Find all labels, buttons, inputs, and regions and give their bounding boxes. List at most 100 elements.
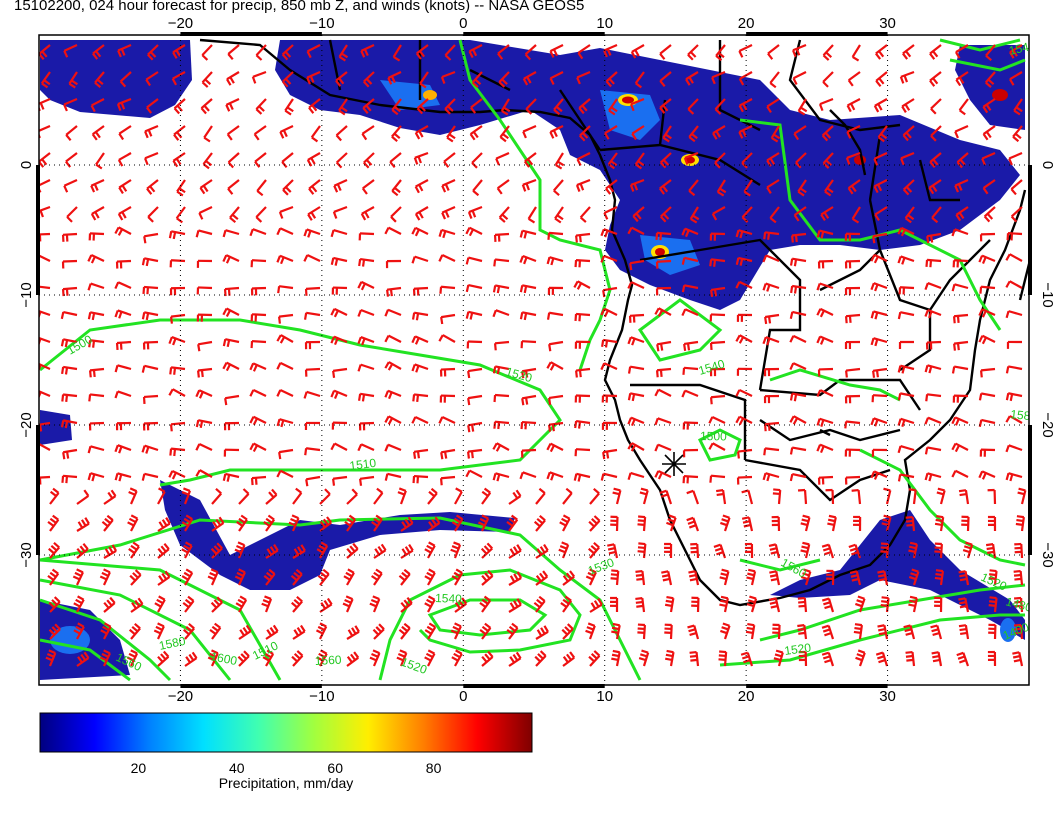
wind-barb — [362, 98, 375, 115]
lat-tick-label-left: −30 — [18, 542, 35, 567]
wind-barb — [930, 125, 942, 142]
wind-barb — [897, 445, 915, 454]
wind-barb — [789, 392, 807, 402]
wind-barb — [635, 597, 646, 613]
wind-barb — [48, 623, 61, 640]
lon-tick-label-bottom: 30 — [879, 688, 896, 705]
wind-barb — [128, 541, 140, 559]
wind-barb — [76, 489, 90, 505]
frame-tick-left — [36, 165, 40, 295]
precip-peak-3-center — [655, 248, 665, 256]
wind-barb — [768, 543, 781, 559]
wind-barb — [424, 622, 437, 640]
wind-barb — [412, 474, 429, 484]
wind-barb — [520, 420, 537, 430]
wind-barb — [735, 415, 753, 426]
wind-barb — [683, 340, 699, 352]
wind-barb — [508, 651, 522, 667]
wind-barb — [924, 308, 942, 319]
wind-barb — [198, 206, 213, 220]
wind-barb — [897, 392, 915, 401]
wind-barb — [440, 313, 456, 325]
colorbar-tick-label: 80 — [426, 760, 442, 776]
wind-barb — [816, 307, 834, 318]
wind-barb — [88, 339, 105, 348]
wind-barb — [332, 475, 348, 486]
wind-barb — [1005, 280, 1023, 289]
wind-barb — [100, 622, 112, 640]
wind-barb — [549, 71, 564, 86]
wind-barb — [338, 44, 349, 62]
wind-barb — [611, 649, 621, 667]
wind-barb — [660, 206, 672, 223]
plot-title: 15102200, 024 hour forecast for precip, … — [14, 0, 585, 14]
wind-barb — [954, 44, 969, 59]
wind-barb — [688, 179, 699, 197]
wind-barb — [715, 44, 726, 62]
wind-barb — [1005, 253, 1023, 262]
wind-barb — [201, 71, 213, 88]
axis-labels: −20 −20 −10 −10 0 0 10 10 20 20 30 30 0 0 −10 −10 −20 −20… — [18, 15, 1056, 705]
wind-barb — [222, 472, 240, 482]
wind-barb — [952, 394, 969, 403]
wind-barb — [384, 472, 402, 481]
wind-barb — [659, 71, 672, 88]
wind-barb — [844, 313, 861, 324]
wind-barb — [332, 205, 348, 219]
frame-ticks — [36, 32, 1032, 688]
wind-barb — [308, 179, 321, 195]
wind-barb — [168, 469, 186, 480]
wind-barb — [171, 71, 186, 86]
wind-barb — [662, 125, 672, 143]
wind-barb — [492, 472, 510, 482]
wind-barb — [103, 489, 117, 505]
wind-barb — [574, 448, 591, 457]
wind-barb — [195, 419, 213, 429]
wind-barb — [639, 487, 649, 505]
wind-barb — [797, 596, 808, 613]
wind-barb — [492, 365, 510, 375]
wind-barb — [253, 125, 267, 141]
wind-barb — [872, 232, 888, 244]
wind-barb — [207, 568, 219, 586]
wind-barb — [908, 488, 917, 505]
contour-label: 1580 — [158, 634, 187, 653]
wind-barb — [820, 206, 834, 222]
contour-right-edge — [939, 38, 1026, 72]
wind-barb — [934, 596, 943, 613]
wind-barb — [284, 98, 294, 116]
wind-barb — [873, 179, 888, 194]
frame-tick-right — [1028, 165, 1032, 295]
wind-barb — [588, 515, 601, 532]
wind-barb — [870, 253, 888, 264]
wind-barb — [68, 71, 78, 89]
border-west-africa — [328, 39, 960, 202]
wind-barb — [65, 125, 78, 141]
wind-barb — [978, 254, 996, 265]
wind-barb — [524, 44, 537, 61]
contour-east-3 — [859, 448, 1026, 567]
wind-barb — [870, 310, 888, 320]
wind-barb — [873, 98, 888, 113]
wind-barb — [427, 516, 441, 532]
wind-barb — [534, 650, 547, 667]
border-central-africa — [630, 238, 921, 502]
wind-barb — [438, 334, 456, 343]
wind-barb — [492, 284, 510, 294]
wind-barb — [196, 367, 213, 378]
wind-barb — [871, 448, 888, 457]
lon-tick-label-top: −10 — [309, 15, 334, 32]
wind-barb — [958, 489, 970, 505]
wind-barb — [310, 125, 321, 143]
wind-barb — [713, 543, 727, 559]
wind-barb — [359, 475, 375, 486]
wind-barb — [736, 313, 753, 322]
wind-barb — [142, 340, 159, 350]
wind-barb — [978, 470, 996, 480]
wind-barb — [344, 514, 357, 532]
wind-barb — [222, 254, 240, 264]
wind-barb — [982, 98, 996, 114]
wind-barb — [562, 487, 573, 505]
wind-barb — [343, 568, 355, 586]
